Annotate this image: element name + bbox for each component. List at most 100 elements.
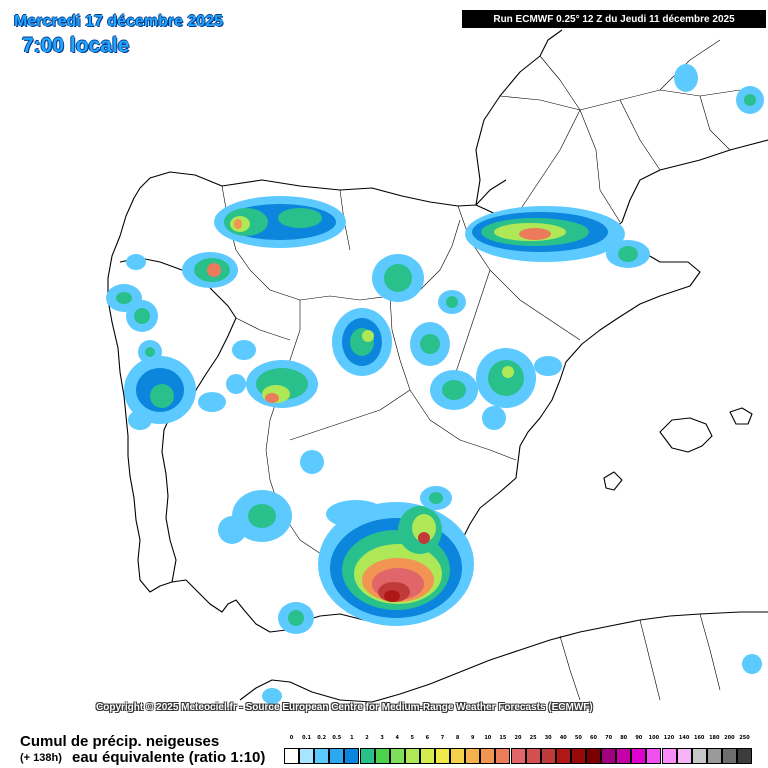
legend-swatch (737, 748, 752, 764)
legend-cell: 2 (359, 735, 375, 765)
legend-swatch (329, 748, 345, 764)
outer-snow (126, 64, 764, 704)
legend-swatch (344, 748, 360, 764)
legend-tick-label: 9 (470, 735, 475, 741)
legend-cell: 0 (284, 735, 299, 765)
legend-swatch (510, 748, 526, 764)
legend-cell: 140 (676, 735, 692, 765)
legend-swatch (314, 748, 330, 764)
legend-tick-label: 0.1 (302, 735, 312, 741)
legend-cell: 10 (480, 735, 496, 765)
legend-tick-label: 0 (289, 735, 294, 741)
legend-swatch (570, 748, 586, 764)
legend-hours: (+ 138h) (20, 752, 62, 764)
legend-tick-label: 0.5 (332, 735, 342, 741)
legend-cell: 120 (661, 735, 677, 765)
legend-tick-label: 70 (605, 735, 613, 741)
legend-swatch (646, 748, 662, 764)
legend-swatch (389, 748, 405, 764)
legend-swatch (661, 748, 677, 764)
legend-swatch (465, 748, 481, 764)
legend-swatch (616, 748, 632, 764)
legend-swatch (676, 748, 692, 764)
legend-tick-label: 50 (574, 735, 582, 741)
legend-cell: 5 (404, 735, 420, 765)
legend-swatch (450, 748, 466, 764)
legend-swatch (525, 748, 541, 764)
mallorca (659, 417, 713, 453)
legend-cell: 0.5 (329, 735, 345, 765)
copyright-notice: Copyright © 2025 Meteociel.fr - Source E… (96, 702, 593, 713)
legend-cell: 60 (586, 735, 601, 765)
legend-tick-label: 120 (663, 735, 675, 741)
legend-cell: 200 (721, 735, 737, 765)
map-canvas (106, 29, 768, 704)
legend-swatch (359, 748, 375, 764)
legend-tick-label: 90 (635, 735, 643, 741)
legend-tick-label: 30 (544, 735, 552, 741)
legend-tick-label: 160 (693, 735, 705, 741)
legend-color-scale: 0 0.1 0.2 0.5 1 2 3 4 5 6 7 8 9 10 15 20 25 30 40 50 60 70 80 9… (284, 735, 752, 767)
legend-cell: 100 (646, 735, 662, 765)
legend-tick-label: 1 (350, 735, 354, 741)
legend-cell: 8 (450, 735, 466, 765)
legend-tick-label: 15 (499, 735, 507, 741)
legend-swatch (299, 748, 315, 764)
legend: Cumul de précip. neigeuses (+ 138h) eau … (0, 730, 768, 768)
galicia-snow (106, 252, 238, 332)
legend-swatch (480, 748, 496, 764)
legend-swatch (435, 748, 450, 764)
legend-cell: 50 (570, 735, 586, 765)
legend-swatch (540, 748, 556, 764)
ibiza (603, 471, 623, 491)
legend-tick-label: 140 (678, 735, 690, 741)
legend-tick-label: 6 (425, 735, 430, 741)
legend-swatch (284, 748, 299, 764)
forecast-date: Mercredi 17 décembre 2025 (14, 13, 224, 30)
legend-tick-label: 25 (529, 735, 537, 741)
legend-tick-label: 180 (709, 735, 720, 741)
legend-swatch (419, 748, 435, 764)
legend-cell: 80 (616, 735, 632, 765)
legend-tick-label: 60 (590, 735, 597, 741)
central-system-snow (226, 308, 450, 408)
portugal-snow (124, 340, 226, 430)
africa-borders (559, 613, 721, 701)
sierra-nevada-snow (318, 486, 474, 626)
legend-subtitle: eau équivalente (ratio 1:10) (72, 749, 266, 766)
legend-tick-label: 100 (648, 735, 660, 741)
legend-swatch (404, 748, 420, 764)
legend-cell: 1 (344, 735, 360, 765)
snow-precip-map: Mercredi 17 décembre 2025 7:00 locale Ru… (14, 10, 768, 713)
legend-swatch (555, 748, 571, 764)
legend-cell: 0.1 (299, 735, 315, 765)
legend-tick-label: 3 (380, 735, 384, 741)
legend-tick-label: 7 (440, 735, 445, 741)
cantabrian-snow (214, 196, 346, 248)
legend-tick-label: 2 (365, 735, 369, 741)
legend-cell: 3 (374, 735, 390, 765)
legend-swatch (586, 748, 601, 764)
legend-swatch (631, 748, 647, 764)
legend-tick-label: 250 (739, 735, 750, 741)
legend-tick-label: 40 (559, 735, 567, 741)
legend-swatch (706, 748, 722, 764)
pyrenees-snow (465, 206, 650, 268)
model-run-label: Run ECMWF 0.25° 12 Z du Jeudi 11 décembr… (462, 10, 766, 28)
legend-cell: 9 (465, 735, 481, 765)
legend-tick-label: 8 (455, 735, 460, 741)
legend-cell: 70 (601, 735, 617, 765)
model-run-text: Run ECMWF 0.25° 12 Z du Jeudi 11 décembr… (493, 13, 735, 25)
legend-cell: 25 (525, 735, 541, 765)
legend-tick-label: 200 (724, 735, 735, 741)
legend-swatch (601, 748, 617, 764)
precip-field (106, 64, 764, 704)
legend-swatch (495, 748, 511, 764)
legend-swatch (691, 748, 707, 764)
legend-title: Cumul de précip. neigeuses (20, 733, 220, 750)
legend-cell: 7 (435, 735, 450, 765)
legend-cell: 250 (737, 735, 752, 765)
legend-cell: 0.2 (314, 735, 330, 765)
menorca (729, 407, 753, 425)
legend-cell: 160 (691, 735, 707, 765)
